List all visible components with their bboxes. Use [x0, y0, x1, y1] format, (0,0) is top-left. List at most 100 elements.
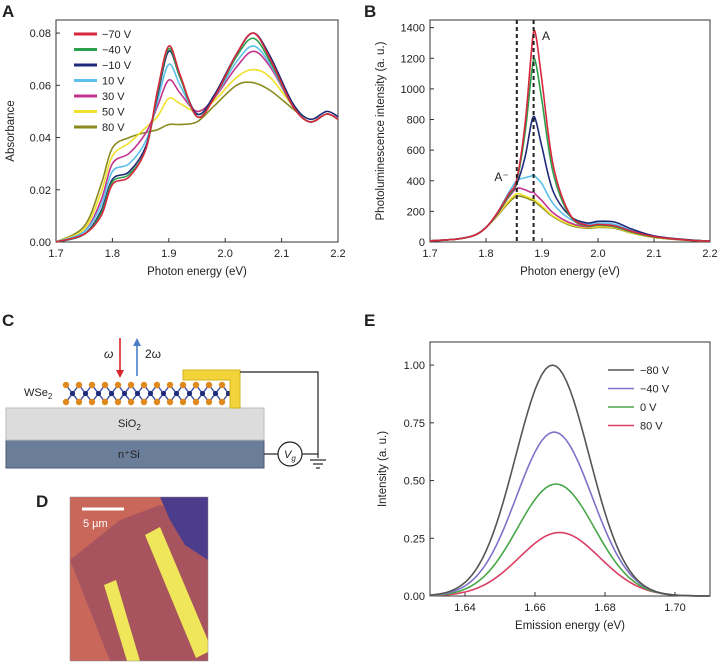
- selenium-atom: [140, 381, 148, 389]
- pl-x-tick-label: 1.7: [422, 248, 437, 260]
- absorbance-series-line: [55, 45, 339, 243]
- incident-arrowhead-icon: [116, 370, 124, 378]
- absorbance-y-tick-label: 0.00: [30, 237, 51, 249]
- flake-region: [70, 505, 208, 661]
- device-schematic: n⁺Si SiO2 WSe2 ω 2ω Vg: [5, 338, 326, 469]
- emission-series-line: [429, 483, 711, 597]
- emission-y-tick-label: 0.50: [404, 476, 425, 488]
- absorbance-x-tick-label: 2.1: [274, 248, 289, 260]
- micrograph-frame: [69, 496, 209, 662]
- pl-y-axis-label: Photoluminescence intensity (a. u.): [375, 41, 387, 220]
- tungsten-atom: [134, 390, 141, 397]
- emission-series-line: [429, 364, 710, 597]
- emission-chart: 1.64 1.66 1.68 1.70 0.00 0.25 0.50 0.75 1.00 Emis…: [377, 341, 711, 632]
- pl-x-tick-label: 2.1: [646, 248, 661, 260]
- pl-x-tick-label: 2.0: [590, 248, 605, 260]
- selenium-atom: [101, 381, 109, 389]
- emission-series-line: [429, 431, 710, 597]
- selenium-atom: [88, 381, 96, 389]
- selenium-atom: [205, 381, 213, 389]
- absorbance-legend-label: 10 V: [102, 76, 125, 88]
- selenium-atom: [166, 398, 174, 406]
- wse2-lattice: [62, 381, 239, 406]
- absorbance-x-axis-label: Photon energy (eV): [147, 266, 247, 278]
- absorbance-chart: 1.7 1.8 1.9 2.0 2.1 2.2 0.00 0.02 0.04 0.06 0.08 Ph…: [5, 19, 346, 278]
- pl-x-tick-label: 2.2: [702, 248, 717, 260]
- absorbance-x-tick-label: 1.8: [105, 248, 120, 260]
- panel-letter-a: A: [2, 2, 14, 21]
- oxide-label: SiO2: [118, 418, 141, 432]
- absorbance-legend-label: 80 V: [102, 122, 125, 134]
- absorbance-x-tick-label: 2.0: [218, 248, 233, 260]
- selenium-atom: [192, 398, 200, 406]
- emission-y-tick-label: 1.00: [404, 360, 425, 372]
- tungsten-atom: [82, 390, 89, 397]
- absorbance-x-tick-label: 1.7: [48, 248, 63, 260]
- selenium-atom: [101, 398, 109, 406]
- panel-letter-d: D: [36, 492, 48, 511]
- absorbance-y-tick-label: 0.06: [30, 80, 51, 92]
- pl-x-tick-label: 1.9: [534, 248, 549, 260]
- two-omega-label: 2ω: [145, 347, 161, 361]
- selenium-atom: [179, 398, 187, 406]
- oxide-layer: [5, 407, 265, 441]
- tungsten-atom: [121, 390, 128, 397]
- selenium-atom: [153, 398, 161, 406]
- tungsten-atom: [147, 390, 154, 397]
- selenium-atom: [166, 381, 174, 389]
- panel-letter-e: E: [364, 311, 375, 330]
- substrate-layer: [5, 439, 265, 469]
- tungsten-atom: [199, 390, 206, 397]
- pl-plot-frame: [429, 19, 711, 243]
- selenium-atom: [127, 381, 135, 389]
- absorbance-series-line: [55, 50, 339, 243]
- scale-bar-label: 5 µm: [83, 518, 108, 530]
- tungsten-atom: [69, 390, 76, 397]
- selenium-atom: [127, 398, 135, 406]
- material-label: WSe2: [24, 387, 53, 401]
- absorbance-series-line: [55, 32, 339, 243]
- selenium-atom: [153, 381, 161, 389]
- selenium-atom: [114, 381, 122, 389]
- gate-voltage-label: Vg: [284, 449, 296, 463]
- emission-x-tick-label: 1.68: [594, 602, 615, 614]
- selenium-atom: [205, 398, 213, 406]
- tungsten-atom: [108, 390, 115, 397]
- absorbance-x-tick-label: 2.2: [330, 248, 345, 260]
- absorbance-x-tick-label: 1.9: [161, 248, 176, 260]
- emission-x-tick-label: 1.66: [524, 602, 545, 614]
- pl-peak-annotation: A⁻: [494, 170, 508, 184]
- emission-legend-label: −40 V: [640, 384, 670, 396]
- absorbance-y-tick-label: 0.04: [30, 133, 51, 145]
- absorbance-legend-label: −70 V: [102, 29, 132, 41]
- emission-x-axis-label: Emission energy (eV): [515, 620, 625, 632]
- emission-y-tick-label: 0.75: [404, 418, 425, 430]
- gold-electrode: [182, 369, 241, 409]
- emission-y-tick-label: 0.00: [404, 591, 425, 603]
- selenium-atom: [179, 381, 187, 389]
- emission-y-axis-label: Intensity (a. u.): [377, 431, 389, 507]
- emission-plot-frame: [429, 341, 711, 597]
- selenium-atom: [62, 398, 70, 406]
- absorbance-series-line: [55, 81, 339, 243]
- substrate-label: n⁺Si: [118, 449, 140, 461]
- pl-y-tick-label: 1400: [401, 23, 425, 35]
- panel-letter-b: B: [364, 2, 376, 21]
- absorbance-legend-label: 30 V: [102, 91, 125, 103]
- selenium-atom: [75, 381, 83, 389]
- tungsten-atom: [212, 390, 219, 397]
- emission-x-tick-label: 1.70: [664, 602, 685, 614]
- photoluminescence-chart: 1.7 1.8 1.9 2.0 2.1 2.2 0 200 400 600 800 1000 1200 1…: [375, 19, 718, 278]
- absorbance-y-tick-label: 0.08: [30, 28, 51, 40]
- absorbance-legend-label: 50 V: [102, 107, 125, 119]
- selenium-atom: [114, 398, 122, 406]
- pl-y-tick-label: 400: [407, 176, 425, 188]
- pl-x-tick-label: 1.8: [478, 248, 493, 260]
- second-harmonic-arrowhead-icon: [133, 338, 141, 346]
- selenium-atom: [192, 381, 200, 389]
- absorbance-legend-label: −40 V: [102, 45, 132, 57]
- pl-peak-annotation: A: [542, 29, 550, 43]
- ground-icon: [310, 459, 326, 469]
- absorbance-y-tick-label: 0.02: [30, 185, 51, 197]
